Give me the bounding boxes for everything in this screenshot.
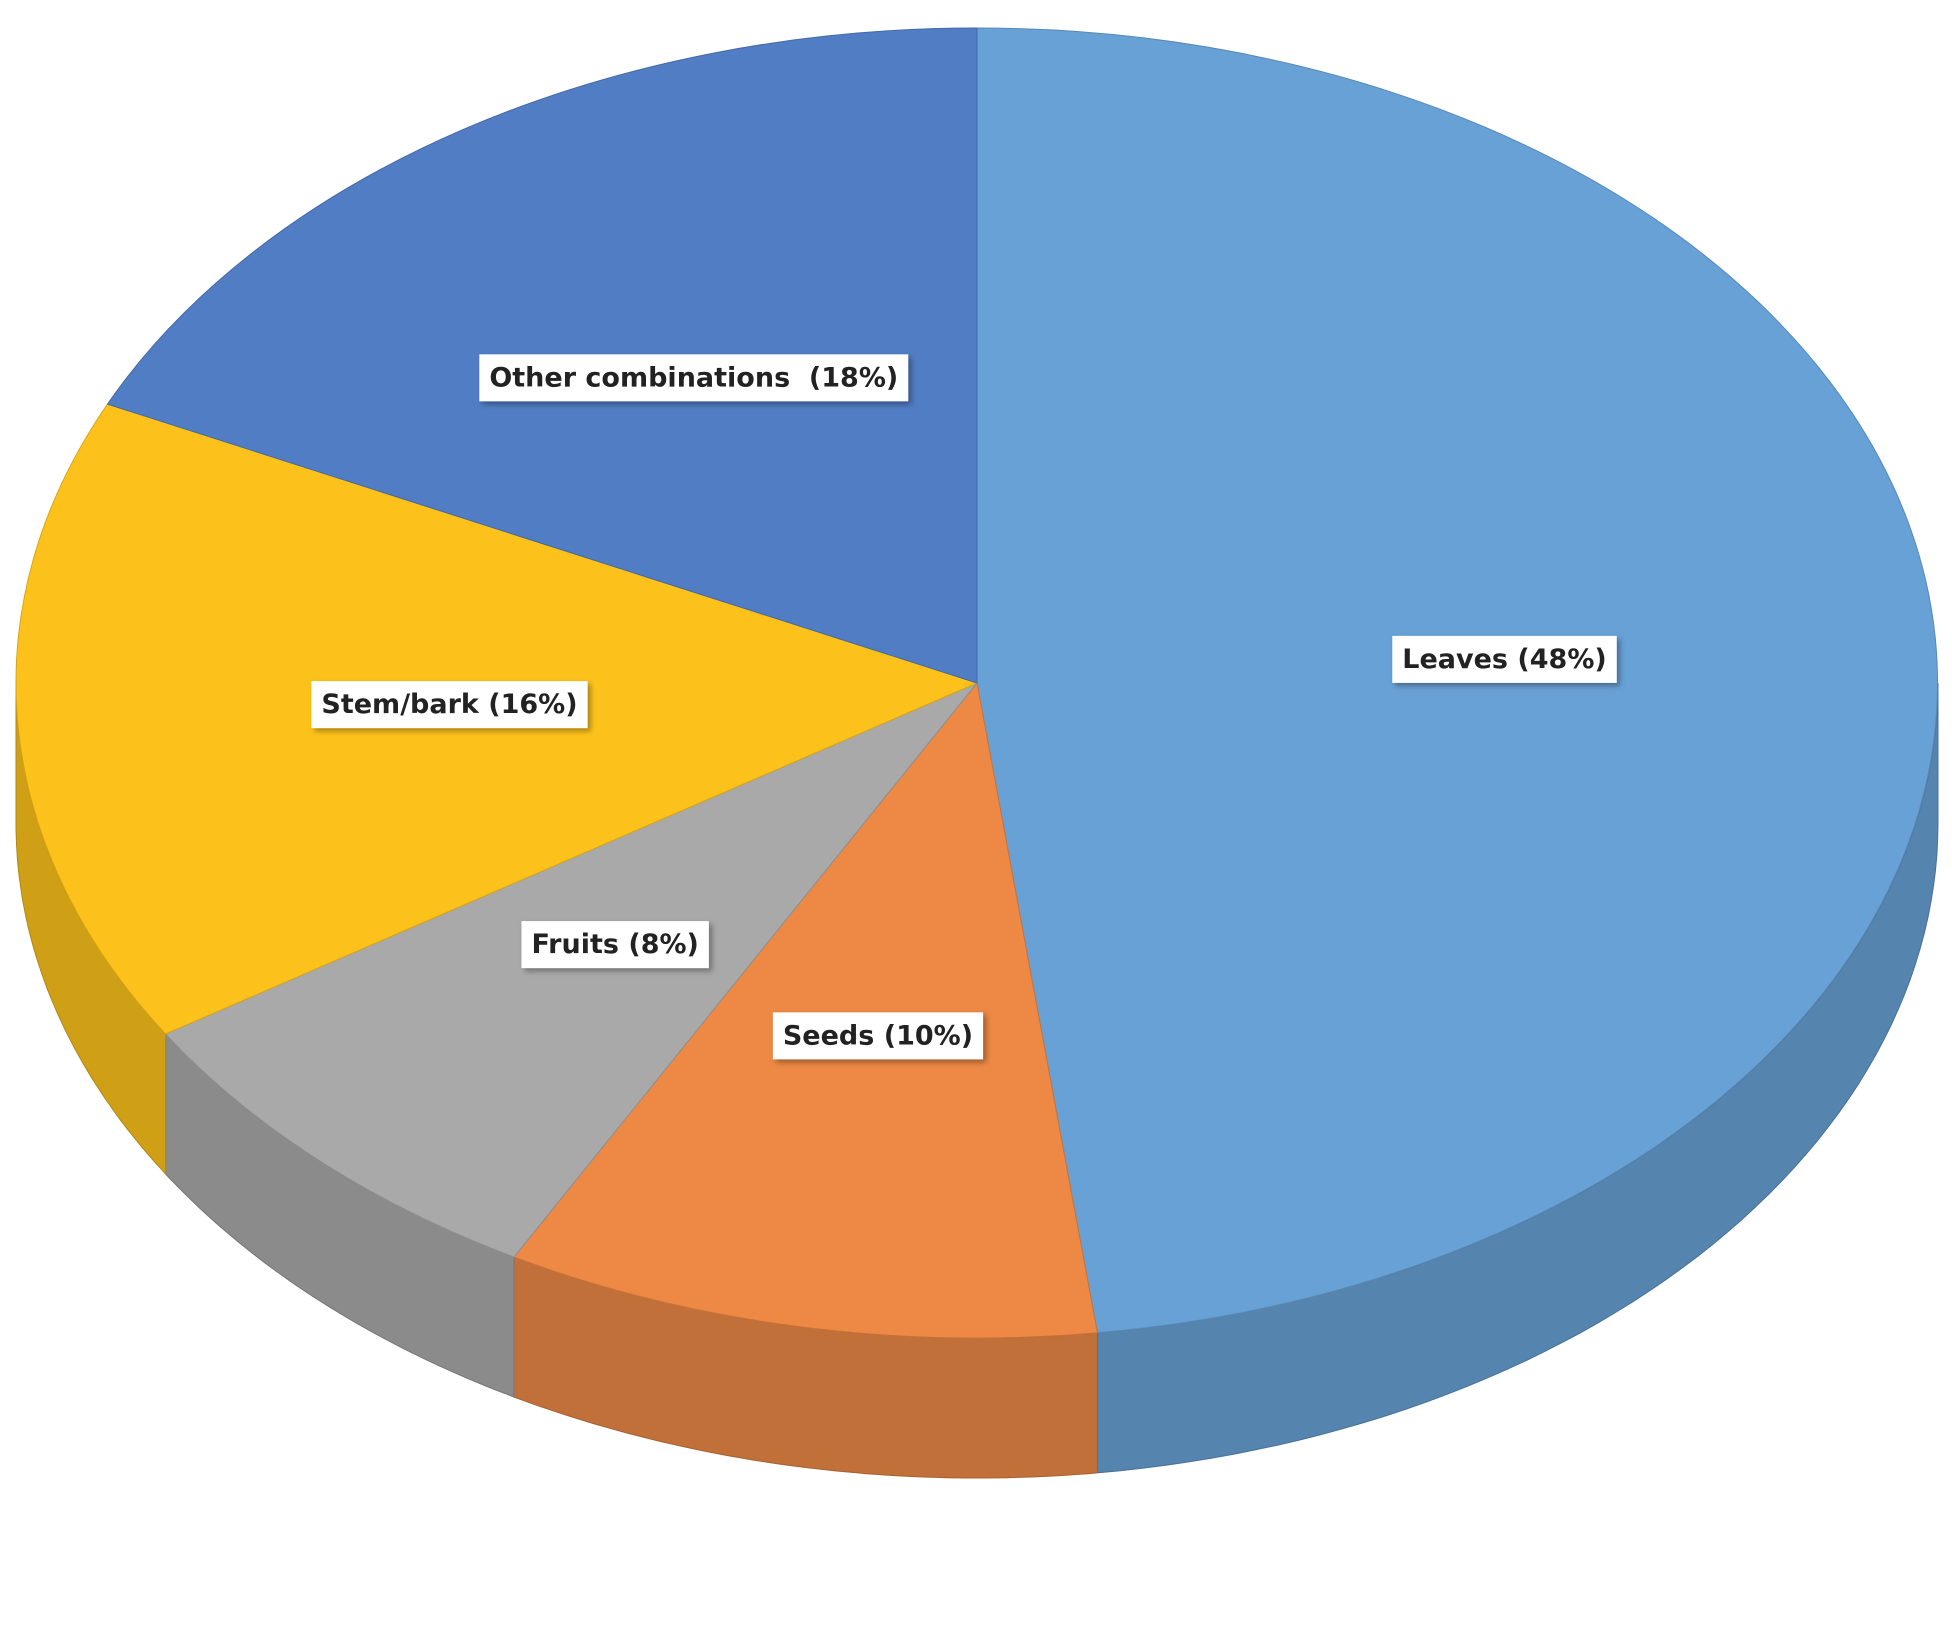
data-label: Stem/bark (16%) — [321, 689, 577, 720]
data-label-group: Stem/bark (16%) — [311, 681, 588, 729]
labels: Leaves (48%) Seeds (10%) Fruits (8%) Stem/b… — [311, 354, 1617, 1060]
data-label: Other combinations (18%) — [489, 362, 898, 393]
data-label: Seeds (10%) — [783, 1020, 973, 1051]
data-label-box — [521, 921, 709, 969]
pie-sides — [15, 682, 1939, 1479]
pie-slice — [164, 682, 978, 1258]
data-label: Leaves (48%) — [1402, 644, 1606, 675]
data-label-box — [479, 354, 909, 402]
data-label: Fruits (8%) — [531, 929, 698, 960]
data-label-group: Seeds (10%) — [772, 1012, 984, 1060]
pie-tops — [15, 27, 1939, 1339]
pie-slice — [513, 681, 1098, 1339]
data-label-group: Leaves (48%) — [1392, 635, 1617, 683]
data-label-group: Other combinations (18%) — [479, 354, 909, 402]
data-label-box — [311, 681, 588, 729]
data-label-box — [1392, 635, 1617, 683]
data-label-group: Fruits (8%) — [521, 921, 709, 969]
data-label-box — [772, 1012, 984, 1060]
